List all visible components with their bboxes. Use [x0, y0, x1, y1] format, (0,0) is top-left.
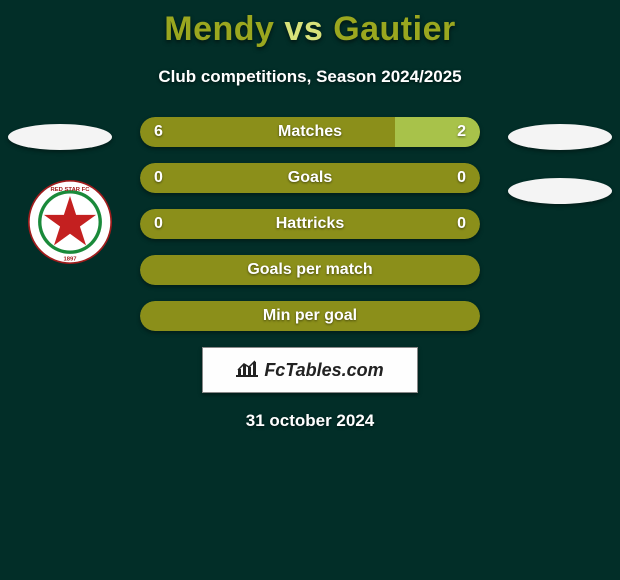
bar-value-right: 0 [457, 215, 466, 233]
bar-row: Hattricks0 0 [140, 209, 480, 239]
date-text: 31 october 2024 [0, 411, 620, 431]
title-vs: vs [284, 10, 323, 48]
bar-row: Min per goal [140, 301, 480, 331]
bar-row: Goals per match [140, 255, 480, 285]
bar-value-left: 0 [154, 169, 163, 187]
bar-label: Min per goal [140, 307, 480, 325]
bar-value-left: 6 [154, 123, 163, 141]
title-player1: Mendy [164, 10, 274, 48]
brand-chart-icon [236, 359, 258, 382]
brand-box: FcTables.com [202, 347, 418, 393]
title-player2: Gautier [333, 10, 456, 48]
bar-label: Hattricks [140, 215, 480, 233]
bar-value-left: 0 [154, 215, 163, 233]
subtitle: Club competitions, Season 2024/2025 [0, 67, 620, 87]
page-title: Mendy vs Gautier [0, 0, 620, 49]
comparison-chart: Matches62Goals00Hattricks00Goals per mat… [0, 117, 620, 331]
bar-label: Matches [140, 123, 480, 141]
bar-label: Goals per match [140, 261, 480, 279]
bar-label: Goals [140, 169, 480, 187]
bar-row: Matches6 2 [140, 117, 480, 147]
bar-value-right: 2 [457, 123, 466, 141]
bar-value-right: 0 [457, 169, 466, 187]
brand-text: FcTables.com [264, 360, 383, 381]
bar-row: Goals0 0 [140, 163, 480, 193]
